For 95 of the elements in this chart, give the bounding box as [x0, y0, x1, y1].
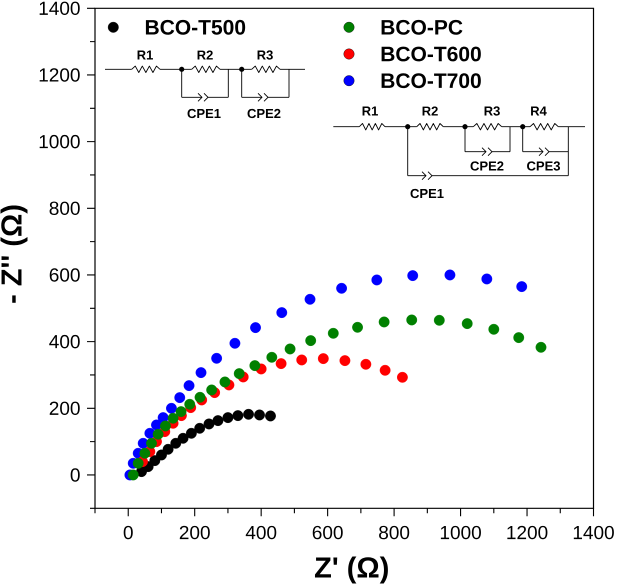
point — [265, 410, 276, 422]
y-tick-label: 1400 — [40, 2, 80, 16]
point — [194, 392, 206, 403]
point — [162, 444, 174, 455]
point — [184, 380, 194, 392]
point — [222, 412, 234, 424]
point — [254, 410, 265, 420]
point — [132, 458, 144, 469]
x-tick-label: 400 — [246, 526, 276, 540]
point — [352, 322, 363, 333]
point — [481, 274, 492, 284]
point — [139, 448, 150, 459]
y-tick-label: 200 — [50, 402, 80, 416]
point — [250, 322, 261, 334]
point — [128, 470, 139, 480]
point — [488, 324, 500, 335]
y-axis-title: - Z'' (Ω) — [0, 206, 28, 303]
point — [156, 450, 167, 460]
point — [249, 360, 260, 372]
legend-label: BCO-T600 — [382, 46, 481, 62]
point — [513, 332, 524, 344]
point — [232, 410, 244, 422]
annotation: R2 — [198, 50, 213, 60]
legend-label: BCO-T500 — [146, 20, 246, 35]
point — [434, 314, 445, 326]
point — [178, 432, 188, 444]
point — [220, 376, 230, 388]
y-tick-label: 0 — [70, 468, 80, 482]
legend-label: BCO-PC — [382, 20, 462, 35]
y-tick-label: 1000 — [40, 134, 80, 148]
point — [406, 314, 418, 326]
point — [340, 355, 350, 366]
point — [266, 352, 278, 363]
x-tick-label: 1400 — [574, 526, 614, 540]
point — [166, 402, 177, 414]
annotation: R3 — [484, 106, 500, 116]
point — [184, 398, 196, 410]
y-tick-label: 600 — [50, 268, 80, 282]
point — [170, 438, 182, 449]
point — [444, 270, 456, 280]
x-tick-label: 600 — [312, 526, 343, 540]
point — [536, 342, 546, 353]
annotation: R4 — [531, 106, 547, 116]
x-tick-label: 800 — [379, 526, 410, 540]
annotation: R2 — [422, 106, 438, 116]
point — [378, 316, 390, 328]
annotation: R1 — [138, 50, 153, 60]
point — [176, 406, 186, 418]
point — [168, 412, 178, 424]
point — [462, 318, 473, 330]
point — [206, 384, 218, 396]
point — [212, 415, 224, 426]
x-tick-label: 0 — [124, 526, 133, 540]
point — [336, 282, 347, 294]
x-tick-label: 200 — [180, 526, 210, 540]
point — [204, 418, 214, 430]
point — [407, 270, 418, 282]
point — [276, 358, 287, 370]
point — [234, 368, 245, 380]
point — [284, 344, 296, 354]
point — [186, 428, 197, 439]
point — [152, 428, 164, 440]
x-tick-label: 1200 — [507, 526, 548, 540]
point — [276, 307, 288, 318]
annotation: CPE3 — [527, 161, 560, 171]
annotation: CPE1 — [188, 108, 221, 118]
point — [243, 408, 254, 420]
point — [305, 335, 316, 346]
point — [304, 294, 316, 305]
point — [360, 358, 372, 370]
point — [230, 338, 240, 349]
point — [296, 354, 308, 366]
x-tick-label: 1000 — [440, 526, 481, 540]
point — [211, 352, 222, 364]
y-tick-label: 400 — [49, 334, 80, 348]
point — [196, 367, 206, 378]
point — [380, 364, 391, 376]
annotation: CPE2 — [248, 108, 280, 118]
annotation: R1 — [362, 106, 378, 116]
annotation: CPE1 — [410, 188, 444, 198]
point — [371, 274, 382, 286]
point — [174, 392, 186, 404]
annotation: CPE2 — [470, 161, 504, 171]
y-tick-label: 800 — [50, 202, 80, 216]
point — [397, 372, 408, 383]
legend-label: BCO-T700 — [382, 73, 481, 88]
point — [318, 353, 329, 364]
point — [194, 422, 206, 434]
x-axis-title: Z' (Ω) — [314, 556, 388, 584]
point — [328, 328, 339, 339]
y-tick-label: 1200 — [40, 68, 80, 82]
point — [146, 438, 157, 449]
annotation: R3 — [258, 50, 273, 60]
point — [516, 281, 528, 292]
point — [160, 420, 171, 432]
